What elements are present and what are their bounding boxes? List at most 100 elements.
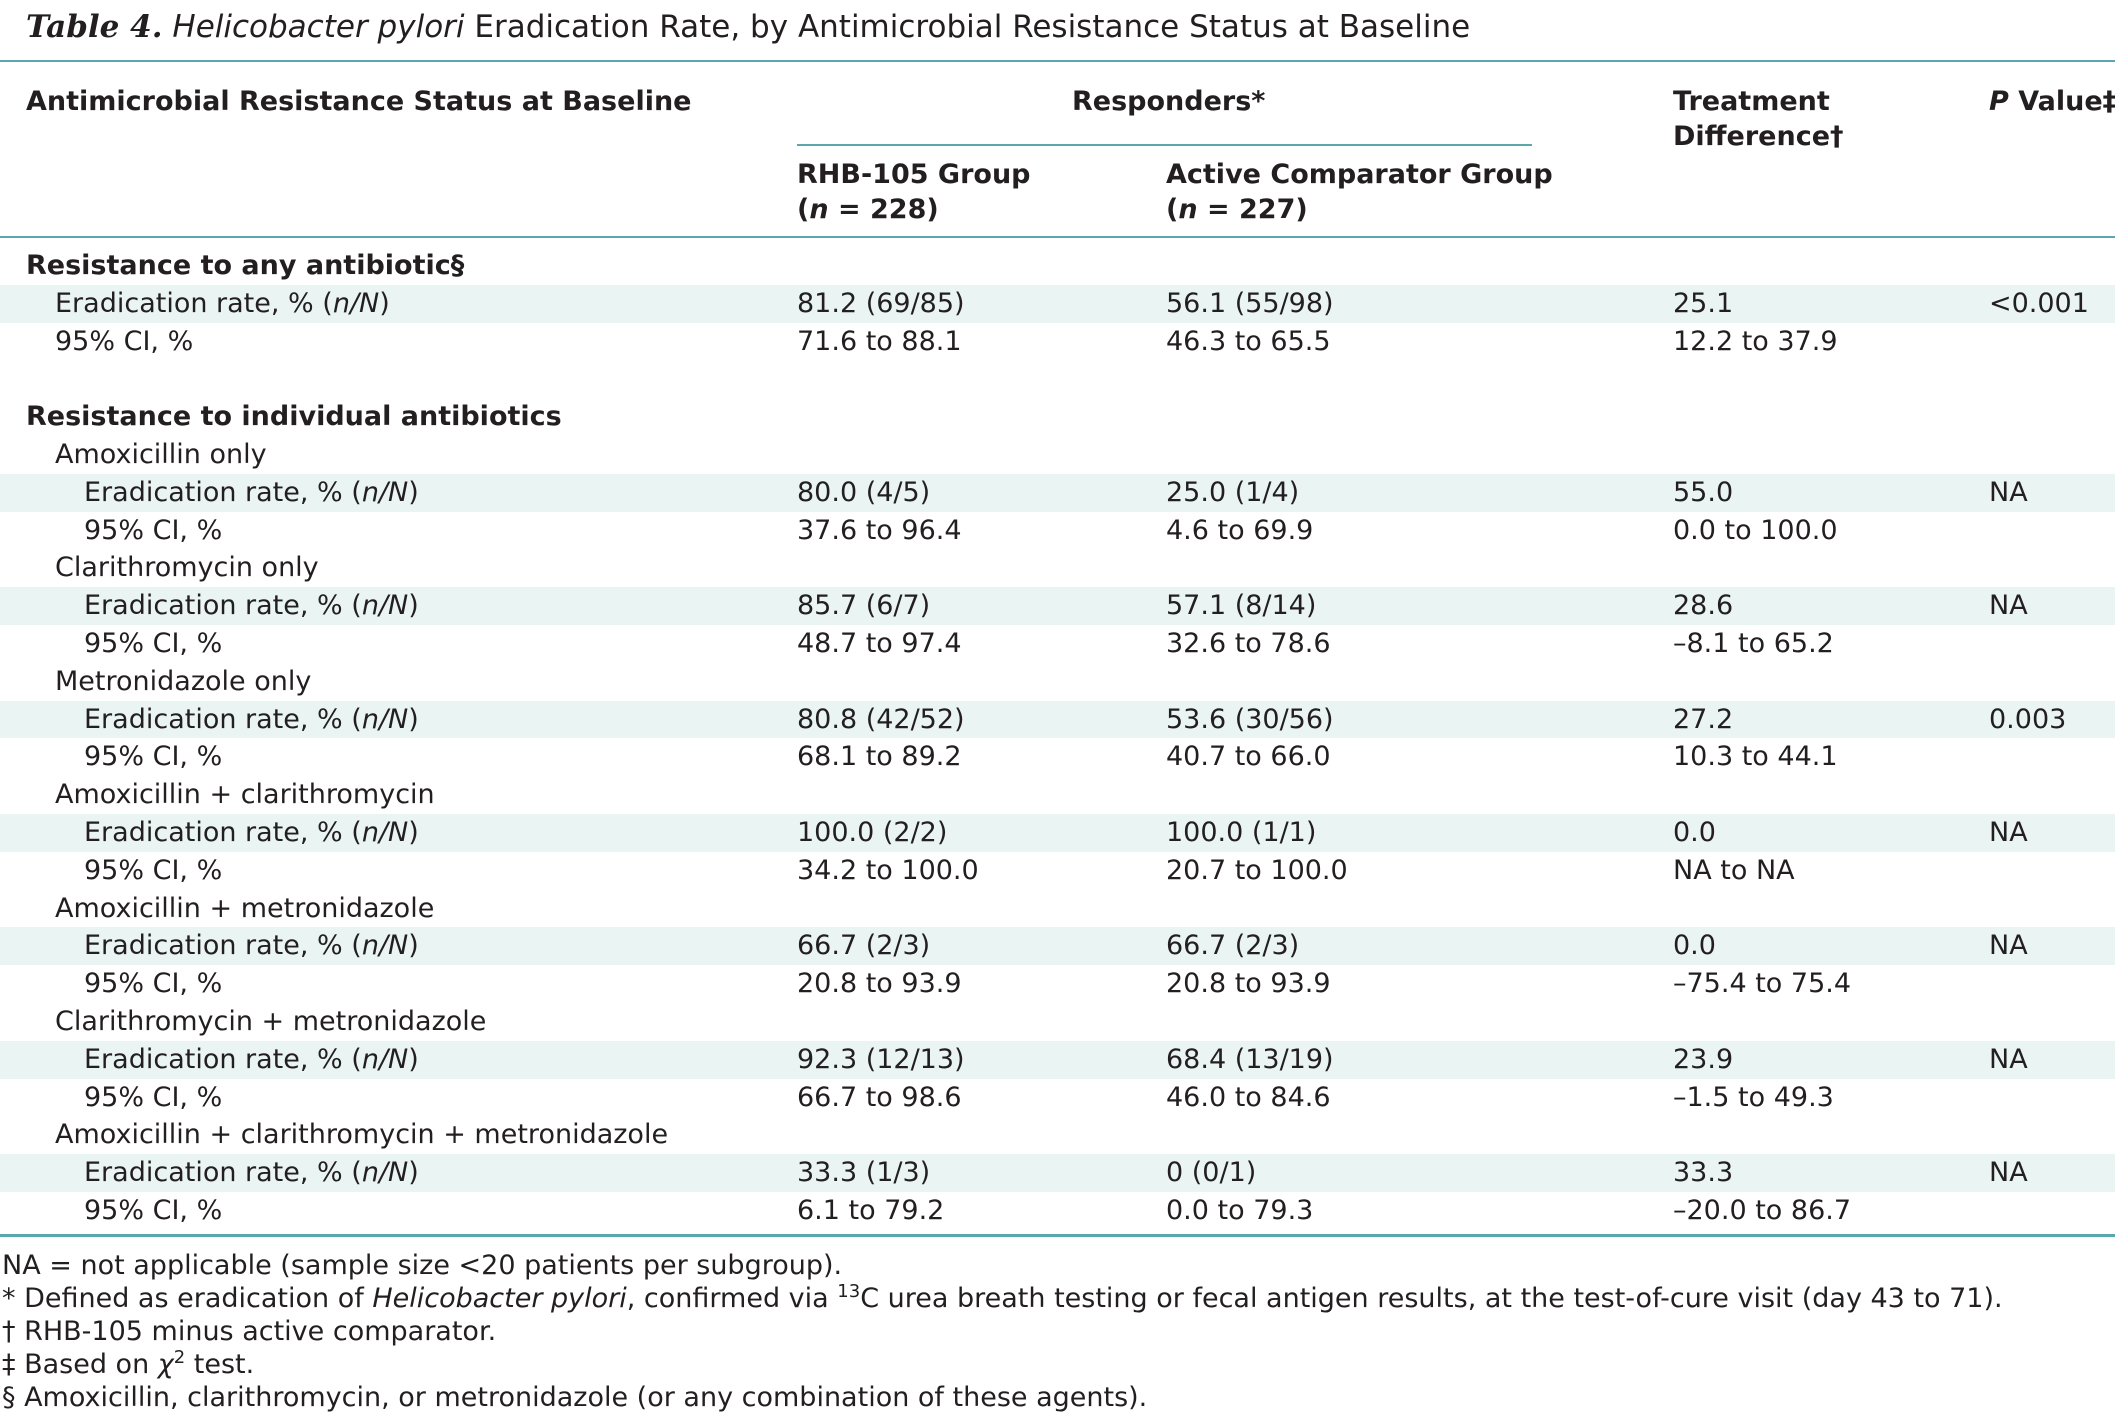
cell-active-comparator: 32.6 to 78.6 bbox=[1166, 628, 1331, 659]
table-row: Amoxicillin only bbox=[0, 436, 2115, 474]
cell-treatment-difference: 10.3 to 44.1 bbox=[1673, 741, 1838, 773]
cell-treatment-difference: 25.1 bbox=[1673, 287, 1734, 319]
table-row: Resistance to any antibiotic§ bbox=[0, 247, 2115, 285]
cell-rhb105: 6.1 to 79.2 bbox=[797, 1195, 945, 1226]
cell-status: Eradication rate, % (n/N) bbox=[84, 930, 419, 962]
header-rhb105-n: = 228) bbox=[828, 194, 939, 225]
n-over-N-italic: n/N bbox=[332, 287, 380, 319]
footnote-na: NA = not applicable (sample size <20 pat… bbox=[2, 1250, 843, 1281]
table-row: Amoxicillin + clarithromycin bbox=[0, 776, 2115, 814]
footnote-ddagger-a: ‡ Based on bbox=[2, 1349, 158, 1380]
cell-rhb105: 34.2 to 100.0 bbox=[797, 854, 979, 886]
table-bottom-rule bbox=[0, 1234, 2115, 1237]
cell-status: Amoxicillin + clarithromycin + metronida… bbox=[55, 1119, 669, 1151]
footnote-responders: * Defined as eradication of Helicobacter… bbox=[2, 1282, 2003, 1315]
cell-status: 95% CI, % bbox=[84, 1081, 223, 1113]
cell-status: Eradication rate, % (n/N) bbox=[84, 817, 419, 848]
header-active-n: = 227) bbox=[1197, 194, 1308, 225]
table-row: Eradication rate, % (n/N) 81.2 (69/85) 56.… bbox=[0, 284, 2115, 323]
cell-status: 95% CI, % bbox=[84, 741, 223, 773]
cell-p-value: NA bbox=[1989, 1043, 2028, 1075]
cell-treatment-difference: 27.2 bbox=[1673, 703, 1734, 735]
footnote-star-genus: Helicobacter pylori bbox=[372, 1283, 627, 1314]
cell-treatment-difference: 55.0 bbox=[1673, 476, 1734, 508]
header-p-rest: Value‡ bbox=[2008, 86, 2115, 117]
header-active-group: Active Comparator Group (n = 227) bbox=[1166, 159, 1553, 225]
table-row: 95% CI, % 66.7 to 98.6 46.0 to 84.6 –1.5 to… bbox=[0, 1079, 2115, 1117]
cell-status: Metronidazole only bbox=[55, 665, 312, 697]
cell-treatment-difference: 0.0 bbox=[1673, 930, 1716, 962]
cell-rhb105: 80.8 (42/52) bbox=[797, 703, 965, 735]
n-over-N-italic: n/N bbox=[361, 930, 409, 962]
n-over-N-italic: n/N bbox=[361, 590, 409, 622]
cell-treatment-difference: 28.6 bbox=[1673, 590, 1734, 622]
header-bottom-rule bbox=[0, 236, 2115, 238]
cell-treatment-difference: 0.0 to 100.0 bbox=[1673, 514, 1838, 546]
cell-status: Eradication rate, % (n/N) bbox=[84, 1157, 419, 1189]
cell-active-comparator: 46.0 to 84.6 bbox=[1166, 1081, 1331, 1113]
footnote-star-b: , confirmed via bbox=[626, 1283, 838, 1314]
footnote-dagger: † RHB-105 minus active comparator. bbox=[2, 1316, 497, 1347]
table-row: Resistance to individual antibiotics bbox=[0, 398, 2115, 436]
cell-active-comparator: 20.7 to 100.0 bbox=[1166, 854, 1348, 886]
n-over-N-italic: n/N bbox=[361, 1043, 409, 1075]
header-treatment-difference: Treatment Difference† bbox=[1673, 84, 1844, 154]
n-over-N-italic: n/N bbox=[361, 817, 409, 848]
cell-rhb105: 100.0 (2/2) bbox=[797, 817, 948, 848]
table-row: 95% CI, % 6.1 to 79.2 0.0 to 79.3 –20.0 to … bbox=[0, 1192, 2115, 1230]
footnote-star-sup: 13 bbox=[837, 1281, 861, 1302]
footnote-star-a: * Defined as eradication of bbox=[2, 1283, 373, 1314]
cell-active-comparator: 68.4 (13/19) bbox=[1166, 1043, 1334, 1075]
header-treatment-line2: Difference† bbox=[1673, 121, 1844, 152]
cell-p-value: <0.001 bbox=[1989, 287, 2089, 319]
table-row: Metronidazole only bbox=[0, 663, 2115, 701]
table-row: Clarithromycin only bbox=[0, 549, 2115, 587]
header-rhb105-group: RHB-105 Group (n = 228) bbox=[797, 159, 1031, 225]
cell-active-comparator: 100.0 (1/1) bbox=[1166, 817, 1317, 848]
footnote-star-c: C urea breath testing or fecal antigen r… bbox=[860, 1283, 2003, 1314]
cell-p-value: NA bbox=[1989, 590, 2028, 622]
cell-status: 95% CI, % bbox=[84, 628, 223, 659]
table-number: Table 4. bbox=[26, 9, 163, 45]
cell-active-comparator: 46.3 to 65.5 bbox=[1166, 325, 1331, 357]
cell-status: Clarithromycin + metronidazole bbox=[55, 1006, 487, 1037]
cell-status: 95% CI, % bbox=[84, 1195, 223, 1226]
responders-rule bbox=[797, 144, 1532, 146]
footnote-ddagger-b: test. bbox=[185, 1349, 255, 1380]
footnote-chi-symbol: χ bbox=[157, 1349, 174, 1380]
table-row: Eradication rate, % (n/N) 33.3 (1/3) 0 (0/… bbox=[0, 1154, 2115, 1192]
table-row: Eradication rate, % (n/N) 80.0 (4/5) 25.0 … bbox=[0, 473, 2115, 512]
table-title-bar: Table 4. Helicobacter pylori Eradication… bbox=[0, 0, 2115, 62]
cell-rhb105: 68.1 to 89.2 bbox=[797, 741, 962, 773]
cell-rhb105: 33.3 (1/3) bbox=[797, 1157, 931, 1189]
cell-status: Resistance to any antibiotic§ bbox=[26, 250, 465, 281]
table-row: Amoxicillin + metronidazole bbox=[0, 890, 2115, 928]
cell-treatment-difference: NA to NA bbox=[1673, 854, 1795, 886]
n-over-N-italic: n/N bbox=[361, 703, 409, 735]
n-over-N-italic: n/N bbox=[361, 1157, 409, 1189]
table-row: Eradication rate, % (n/N) 85.7 (6/7) 57.1 … bbox=[0, 587, 2115, 625]
header-rhb105-label: RHB-105 Group bbox=[797, 159, 1031, 190]
header-active-label: Active Comparator Group bbox=[1166, 159, 1553, 190]
cell-rhb105: 85.7 (6/7) bbox=[797, 590, 931, 622]
cell-status: Eradication rate, % (n/N) bbox=[55, 287, 390, 319]
header-rhb105-n-letter: n bbox=[809, 194, 829, 225]
cell-treatment-difference: 23.9 bbox=[1673, 1043, 1734, 1075]
header-treatment-line1: Treatment bbox=[1673, 86, 1830, 117]
cell-p-value: NA bbox=[1989, 817, 2028, 848]
cell-active-comparator: 0 (0/1) bbox=[1166, 1157, 1257, 1189]
cell-treatment-difference: –8.1 to 65.2 bbox=[1673, 628, 1834, 659]
table-row: Eradication rate, % (n/N) 80.8 (42/52) 53.… bbox=[0, 700, 2115, 739]
cell-rhb105: 66.7 to 98.6 bbox=[797, 1081, 962, 1113]
cell-treatment-difference: –20.0 to 86.7 bbox=[1673, 1195, 1852, 1226]
cell-rhb105: 80.0 (4/5) bbox=[797, 476, 931, 508]
cell-active-comparator: 4.6 to 69.9 bbox=[1166, 514, 1314, 546]
table-row: Eradication rate, % (n/N) 100.0 (2/2) 100.… bbox=[0, 814, 2115, 852]
cell-status: Eradication rate, % (n/N) bbox=[84, 703, 419, 735]
cell-active-comparator: 66.7 (2/3) bbox=[1166, 930, 1300, 962]
cell-status: Eradication rate, % (n/N) bbox=[84, 476, 419, 508]
cell-rhb105: 66.7 (2/3) bbox=[797, 930, 931, 962]
cell-active-comparator: 53.6 (30/56) bbox=[1166, 703, 1334, 735]
header-p-value: P Value‡ bbox=[1989, 84, 2115, 119]
cell-active-comparator: 56.1 (55/98) bbox=[1166, 287, 1334, 319]
